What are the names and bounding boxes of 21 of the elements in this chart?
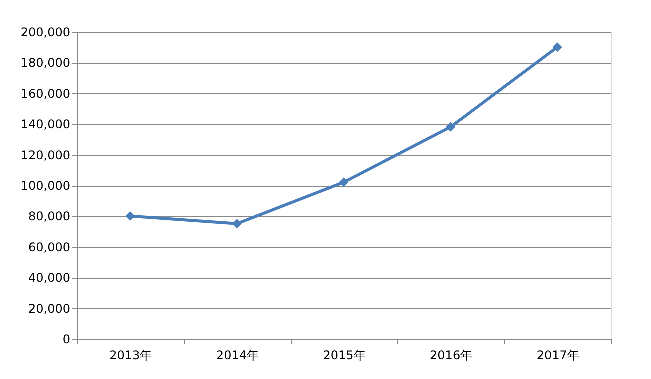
point (126, 211, 136, 221)
y-tick-label: 60,000 (28, 240, 70, 254)
y-tick-label: 140,000 (20, 118, 70, 132)
y-tick-label: 160,000 (20, 86, 70, 101)
y-tick-label: 0 (62, 332, 70, 346)
y-tick-label: 200,000 (20, 26, 70, 40)
y-tick-label: 20,000 (28, 302, 70, 316)
y-tick-label: 120,000 (20, 148, 70, 162)
y-tick-label: 80,000 (28, 210, 70, 224)
x-tick-label: 2016年 (430, 348, 473, 362)
y-tick-label: 100,000 (20, 179, 70, 193)
x-tick-label: 2014年 (216, 348, 259, 362)
y-tick-label: 180,000 (20, 56, 70, 70)
y-tick-label: 40,000 (28, 271, 70, 286)
point (339, 178, 349, 188)
point (552, 42, 562, 52)
point (446, 122, 456, 132)
x-tick-label: 2017年 (536, 348, 580, 362)
x-tick-label: 2013年 (110, 348, 152, 362)
point (232, 219, 242, 229)
x-tick-label: 2015年 (323, 348, 366, 362)
